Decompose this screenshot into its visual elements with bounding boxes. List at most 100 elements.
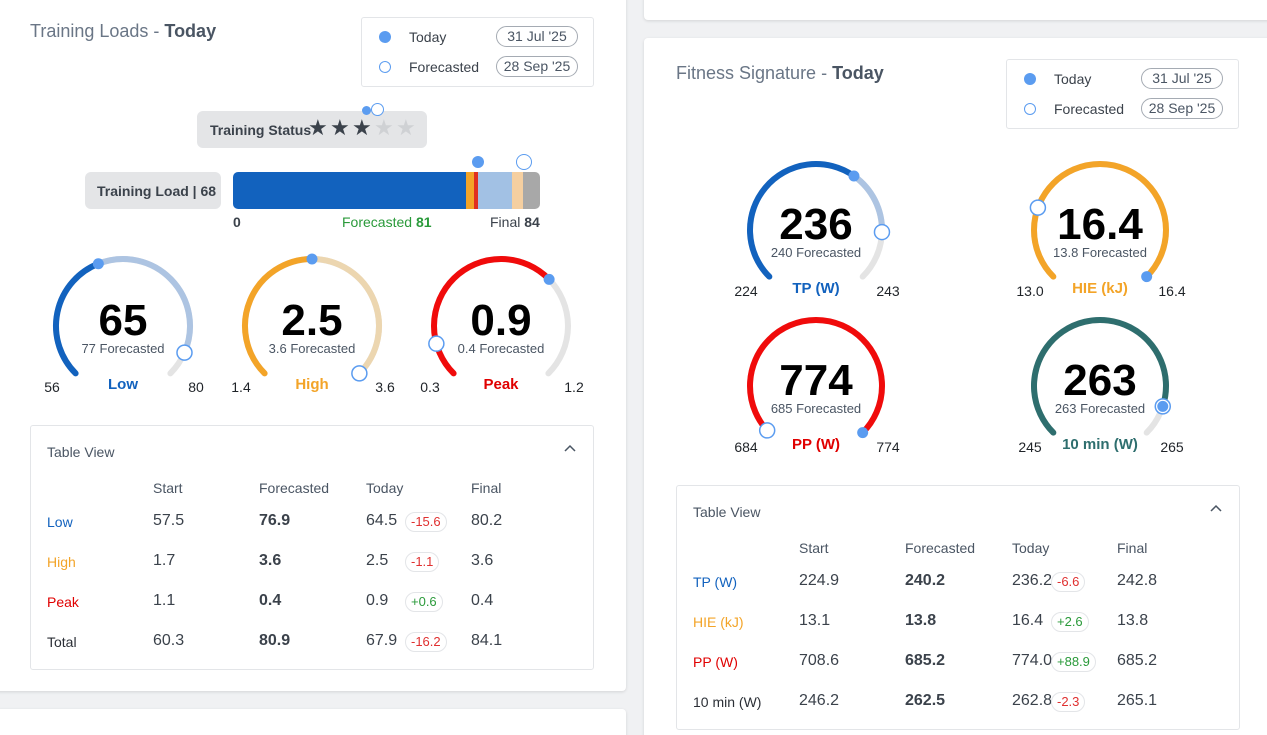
gauge-min: 224 — [734, 283, 758, 299]
column-header: Final — [471, 480, 502, 496]
gauge-forecast-marker — [428, 335, 445, 352]
forecast-cell: 76.9 — [259, 512, 291, 529]
gauge-forecast-text: 685 Forecasted — [770, 401, 862, 416]
gauge-today-marker — [848, 170, 860, 182]
gauge-today-marker — [306, 253, 318, 265]
forecast-date-pill[interactable]: 28 Sep '25 — [496, 56, 578, 77]
gauge-min: 56 — [44, 379, 60, 395]
training-status-pill: Training Status ★ ★ ★ ★ ★ — [197, 111, 427, 148]
gauge-value: 236 — [779, 199, 853, 249]
today-cell: 236.2 — [1012, 572, 1053, 589]
load-bar-forecast-high — [512, 172, 523, 209]
gauge-pp-w- — [747, 317, 885, 439]
gauge-value-arc — [53, 260, 102, 377]
gauge-tp-w- — [747, 161, 891, 280]
row-label: Low — [47, 514, 73, 530]
load-today-marker — [472, 156, 484, 168]
column-header: Today — [1012, 540, 1050, 556]
forecast-cell: 685.2 — [905, 652, 946, 669]
delta-badge: -2.3 — [1051, 692, 1086, 712]
start-cell: 1.7 — [153, 552, 176, 569]
status-forecast-marker — [371, 103, 384, 116]
load-bar-final-text: Final 84 — [490, 214, 540, 230]
gauge-forecast-text: 77 Forecasted — [81, 341, 165, 356]
row-label: PP (W) — [693, 654, 738, 670]
today-cell: 67.9 — [366, 632, 398, 649]
fitness-signature-legend: Today 31 Jul '25 Forecasted 28 Sep '25 — [1006, 59, 1239, 129]
chevron-up-icon[interactable] — [1209, 502, 1223, 516]
row-label: Total — [47, 634, 77, 650]
gauge-high — [242, 253, 382, 382]
gauge-max: 80 — [188, 379, 204, 395]
today-cell: 262.8 — [1012, 692, 1053, 709]
final-cell: 84.1 — [471, 632, 503, 649]
training-loads-legend: Today 31 Jul '25 Forecasted 28 Sep '25 — [361, 17, 594, 87]
gauge-value-arc — [1031, 161, 1169, 280]
training-status-label: Training Status — [210, 122, 312, 138]
gauge-value: 263 — [1063, 355, 1137, 405]
final-cell: 265.1 — [1117, 692, 1158, 709]
today-cell: 0.9 — [366, 592, 389, 609]
today-date-pill[interactable]: 31 Jul '25 — [1141, 68, 1223, 89]
gauge-max: 243 — [876, 283, 900, 299]
delta-badge: +2.6 — [1051, 612, 1089, 632]
legend-forecast-row: Forecasted 28 Sep '25 — [362, 52, 593, 82]
gauge-max: 1.2 — [564, 379, 584, 395]
column-header: Forecasted — [905, 540, 976, 556]
start-cell: 1.1 — [153, 592, 176, 609]
next-card-left — [0, 709, 626, 735]
forecast-cell: 13.8 — [905, 612, 937, 629]
gauge-value: 16.4 — [1057, 199, 1143, 249]
gauge-forecast-marker — [176, 344, 193, 361]
gauge-forecast-marker — [1029, 199, 1047, 216]
row-label: High — [47, 554, 76, 570]
training-loads-title: Training Loads - Today — [30, 21, 217, 41]
final-cell: 13.8 — [1117, 612, 1149, 629]
gauge-forecast-text: 13.8 Forecasted — [1053, 245, 1147, 260]
gauge-10-min-w- — [1031, 317, 1172, 436]
today-cell: 16.4 — [1012, 612, 1044, 629]
final-cell: 685.2 — [1117, 652, 1158, 669]
forecast-date-pill[interactable]: 28 Sep '25 — [1141, 98, 1223, 119]
star-icon: ★ — [352, 115, 372, 140]
gauge-forecast-marker — [873, 223, 891, 241]
today-cell: 774.0 — [1012, 652, 1053, 669]
table-view-title: Table View — [693, 504, 761, 520]
gauge-min: 0.3 — [420, 379, 440, 395]
gauge-max: 3.6 — [375, 379, 395, 395]
gauge-name: HIE (kJ) — [1072, 280, 1128, 297]
gauge-name: TP (W) — [792, 280, 840, 297]
gauge-forecast-text: 263 Forecasted — [1054, 401, 1146, 416]
delta-badge: -6.6 — [1051, 572, 1086, 592]
chevron-up-icon[interactable] — [563, 442, 577, 456]
row-label: HIE (kJ) — [693, 614, 744, 630]
load-bar-final — [523, 172, 540, 209]
gauge-min: 245 — [1018, 439, 1042, 455]
gauge-value: 2.5 — [281, 295, 343, 345]
gauge-forecast-arc — [309, 256, 382, 377]
gauge-peak — [428, 255, 571, 377]
row-label: Peak — [47, 594, 79, 610]
training-load-pill: Training Load | 68 — [85, 172, 221, 209]
gauge-today-marker — [92, 258, 104, 270]
star-icon: ★ — [330, 115, 350, 140]
forecast-dot-icon — [379, 61, 391, 73]
gauge-forecast-text: 3.6 Forecasted — [268, 341, 356, 356]
gauge-value: 0.9 — [470, 295, 532, 345]
forecast-dot-icon — [1024, 103, 1036, 115]
table-view-title: Table View — [47, 444, 115, 460]
gauge-name: High — [295, 376, 329, 393]
final-cell: 0.4 — [471, 592, 494, 609]
start-cell: 57.5 — [153, 512, 185, 529]
status-today-marker — [362, 106, 371, 115]
forecast-cell: 80.9 — [259, 632, 291, 649]
gauge-name: Peak — [483, 376, 519, 393]
forecast-cell: 262.5 — [905, 692, 946, 709]
start-cell: 708.6 — [799, 652, 840, 669]
start-cell: 246.2 — [799, 692, 840, 709]
gauge-max: 265 — [1160, 439, 1184, 455]
gauge-value-arc — [747, 317, 885, 436]
today-date-pill[interactable]: 31 Jul '25 — [496, 26, 578, 47]
final-cell: 3.6 — [471, 552, 494, 569]
gauge-value-arc — [1031, 317, 1169, 436]
